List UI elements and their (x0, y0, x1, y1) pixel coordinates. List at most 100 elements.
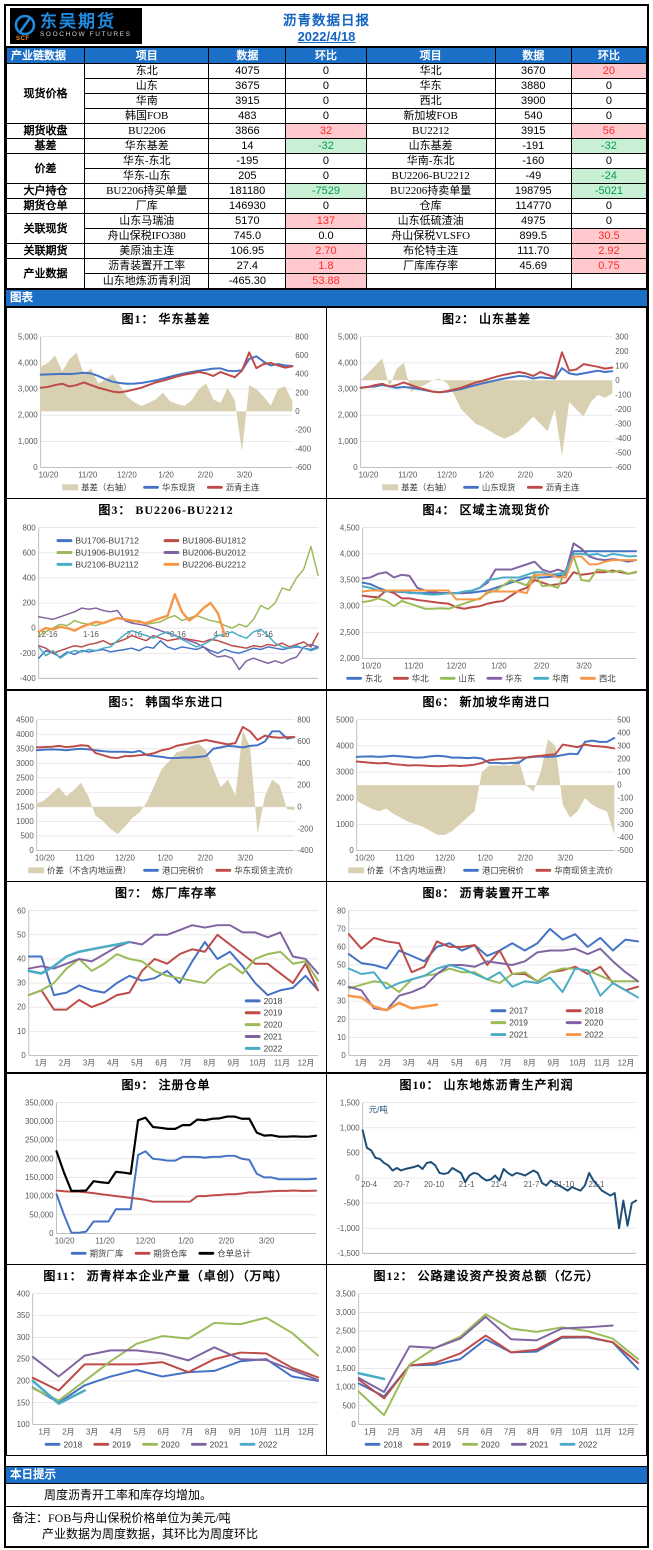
svg-text:350: 350 (16, 1311, 30, 1320)
svg-text:400: 400 (22, 573, 36, 582)
svg-text:12/20: 12/20 (135, 1236, 155, 1245)
svg-text:60: 60 (17, 906, 26, 915)
report-title: 沥青数据日报 (283, 13, 370, 28)
item-cell: 舟山保税VLSFO (365, 228, 496, 244)
svg-text:800: 800 (297, 715, 311, 724)
svg-text:0: 0 (617, 780, 622, 789)
chart-title: 图5： 韩国华东进口 (108, 694, 224, 709)
svg-text:4,000: 4,000 (340, 549, 360, 558)
svg-text:1/20: 1/20 (491, 661, 507, 670)
svg-text:2019: 2019 (509, 1018, 528, 1028)
chart-fig3: 图3： BU2206-BU2212 -400 -200 0 200 400 600 800 12… (5, 498, 327, 690)
svg-text:-100: -100 (615, 390, 631, 399)
item-cell: 东北 (84, 63, 210, 79)
svg-text:-500: -500 (615, 448, 631, 457)
item-cell: 华东基差 (84, 138, 210, 154)
chart-fig12: 图12： 公路建设资产投资总额（亿元） 0 500 1,000 1,500 2,000 2,… (326, 1264, 647, 1456)
svg-text:港口完税价: 港口完税价 (161, 865, 204, 875)
value-cell: -160 (494, 153, 572, 169)
svg-text:100: 100 (16, 1420, 30, 1429)
svg-text:60: 60 (337, 942, 346, 951)
svg-text:-400: -400 (617, 832, 633, 841)
change-cell: 0 (570, 108, 648, 124)
item-cell: 新加坡FOB (365, 108, 496, 124)
report-date: 2022/4/18 (297, 29, 356, 44)
chart-title: 图11： 沥青样本企业产量（卓创）（万吨） (43, 1269, 289, 1283)
value-cell: 106.95 (208, 243, 287, 259)
svg-text:400: 400 (295, 369, 309, 378)
svg-text:11月: 11月 (594, 1058, 610, 1067)
change-cell: 0 (570, 153, 648, 169)
svg-text:5月: 5月 (457, 1427, 469, 1436)
svg-text:8月: 8月 (523, 1058, 535, 1067)
svg-text:4000: 4000 (336, 741, 354, 750)
table-row: 山东 3675 0 华东 3880 0 (7, 78, 648, 94)
svg-text:0: 0 (355, 1173, 360, 1182)
svg-text:2020: 2020 (481, 1439, 500, 1449)
change-cell: 0 (285, 93, 367, 109)
svg-text:2019: 2019 (112, 1439, 131, 1449)
col-header-item: 项目 (84, 47, 210, 64)
svg-text:8月: 8月 (204, 1427, 216, 1436)
spacer (6, 1456, 647, 1466)
category-cell: 关联期货 (5, 243, 86, 259)
svg-text:3/20: 3/20 (576, 661, 592, 670)
svg-text:10/20: 10/20 (38, 470, 58, 479)
col-header-value2: 数据 (494, 47, 572, 64)
svg-text:1000: 1000 (16, 817, 34, 826)
value-cell: 14 (208, 138, 287, 154)
chart-title: 图4： 区域主流现货价 (422, 503, 551, 517)
chart-fig4: 图4： 区域主流现货价 2,000 2,500 3,000 3,500 4,000 4,50… (326, 498, 647, 690)
svg-text:-200: -200 (295, 425, 311, 434)
svg-text:21-4: 21-4 (491, 1179, 507, 1188)
chart-plot: 0 1,000 2,000 3,000 4,000 5,000 -600 -400 -200 0 2… (17, 332, 311, 492)
svg-text:华南: 华南 (552, 673, 569, 683)
value-cell (494, 273, 572, 289)
svg-text:3000: 3000 (336, 767, 354, 776)
change-cell: 32 (285, 123, 367, 139)
svg-text:4月: 4月 (434, 1427, 446, 1436)
change-cell: -32 (570, 138, 648, 154)
svg-text:2018: 2018 (63, 1439, 82, 1449)
svg-text:12月: 12月 (297, 1427, 314, 1436)
value-cell: 899.5 (494, 228, 572, 244)
svg-text:0: 0 (31, 624, 36, 633)
chart-fig5: 图5： 韩国华东进口 0 500 1000 1500 2000 2500 3000 3500 40… (5, 689, 327, 882)
svg-text:华东现货主流价: 华东现货主流价 (234, 865, 293, 875)
change-cell: 0 (570, 198, 648, 214)
svg-text:200: 200 (297, 780, 311, 789)
svg-text:0: 0 (341, 1051, 346, 1060)
svg-text:300: 300 (617, 741, 631, 750)
svg-text:1/20: 1/20 (478, 470, 494, 479)
chart-plot: -1,500 -1,000 -500 0 500 1,000 1,500 20-4 20-7 20… (337, 1098, 638, 1257)
svg-text:100: 100 (615, 361, 629, 370)
svg-text:500: 500 (346, 1148, 360, 1157)
svg-text:3,000: 3,000 (340, 602, 360, 611)
table-row: 现货价格 东北 4075 0 华北 3670 20 (5, 63, 648, 124)
chart-plot: 0 50,000 100,000 150,000 200,000 250,000 300,0… (24, 1098, 317, 1258)
svg-text:2,000: 2,000 (336, 1345, 356, 1354)
svg-text:4,000: 4,000 (17, 358, 37, 367)
svg-text:10: 10 (337, 1033, 346, 1042)
svg-text:3月: 3月 (403, 1058, 415, 1067)
svg-text:5000: 5000 (336, 715, 354, 724)
svg-text:5-16: 5-16 (257, 630, 273, 639)
report-frame: SCF 东吴期货 SOOCHOW FUTURES 沥青数据日报 2022/4/1… (4, 4, 649, 1548)
svg-text:9月: 9月 (227, 1058, 239, 1067)
svg-text:12/20: 12/20 (437, 470, 457, 479)
chart-plot: 050010001500200025003000350040004500-400… (16, 715, 314, 875)
chart-plot: 0 500 1,000 1,500 2,000 2,500 3,000 3,500 1月 2月 3月… (336, 1289, 640, 1449)
svg-text:1/20: 1/20 (178, 1236, 194, 1245)
value-cell: -465.30 (208, 273, 287, 289)
svg-text:10: 10 (17, 1027, 26, 1036)
svg-text:0: 0 (21, 1051, 26, 1060)
svg-text:400: 400 (16, 1289, 30, 1298)
svg-text:0: 0 (615, 375, 620, 384)
svg-text:1,000: 1,000 (336, 1383, 356, 1392)
svg-text:3/20: 3/20 (259, 1236, 275, 1245)
table-row: 期货收盘 BU2206 3866 32 BU2212 3915 56 (5, 123, 648, 139)
category-cell: 大户持仓 (5, 183, 86, 199)
value-cell: 111.70 (494, 243, 572, 259)
svg-text:10月: 10月 (572, 1427, 589, 1436)
svg-text:20-10: 20-10 (424, 1179, 445, 1188)
